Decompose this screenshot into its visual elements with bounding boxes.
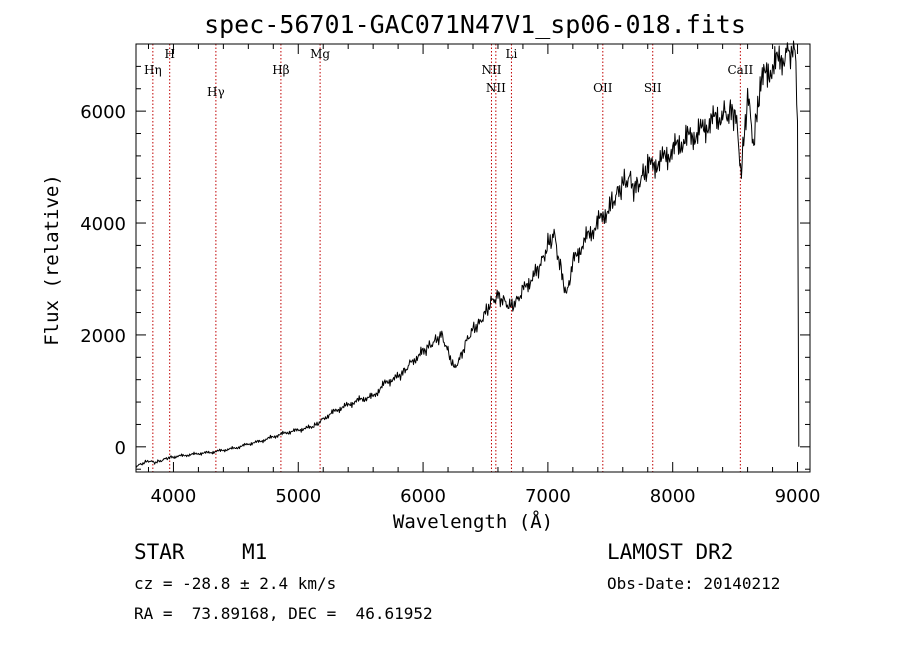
y-tick-label: 2000	[80, 326, 126, 347]
x-tick-label: 4000	[151, 486, 197, 507]
ra-dec-coordinates: RA = 73.89168, DEC = 46.61952	[134, 604, 433, 623]
x-tick-label: 9000	[775, 486, 821, 507]
plot-frame	[135, 43, 811, 473]
object-subclass: M1	[242, 540, 268, 564]
x-tick-label: 5000	[275, 486, 321, 507]
x-axis-label: Wavelength (Å)	[393, 510, 553, 533]
spectral-line-label: NII	[486, 81, 506, 95]
spectral-line-label: SII	[644, 81, 662, 95]
spectral-line-label: CaII	[727, 63, 753, 77]
spectral-line-label: Hη	[144, 63, 162, 77]
spectrum-layer	[135, 40, 800, 469]
spectral-line-label: Li	[506, 47, 518, 61]
spectral-line-label: NII	[481, 63, 501, 77]
redshift-cz: cz = -28.8 ± 2.4 km/s	[134, 574, 337, 593]
spectral-line-label: OII	[593, 81, 613, 95]
spectral-line-label: Mg	[310, 47, 330, 61]
y-tick-label: 4000	[80, 214, 126, 235]
y-tick-label: 0	[115, 438, 126, 459]
spectrum-line	[135, 40, 800, 469]
spectral-line-markers: HηH Hγ Hβ Mg NII NII Li OII SII CaII	[144, 44, 754, 472]
survey-name: LAMOST DR2	[607, 540, 734, 564]
x-tick-label: 7000	[525, 486, 571, 507]
x-tick-label: 6000	[400, 486, 446, 507]
spectral-line-label: Hβ	[272, 63, 289, 77]
chart-title: spec-56701-GAC071N47V1_sp06-018.fits	[204, 10, 746, 39]
spectral-line-label: Hγ	[207, 85, 225, 99]
observation-date: Obs-Date: 20140212	[607, 574, 781, 593]
y-axis-label: Flux (relative)	[41, 174, 63, 346]
y-tick-label: 6000	[80, 102, 126, 123]
axis-ticks: 4000 5000 6000 7000 8000 9000 0 2000 4000 6000	[80, 44, 820, 507]
object-class: STAR	[134, 540, 185, 564]
x-tick-label: 8000	[650, 486, 696, 507]
spectral-line-label: H	[164, 47, 174, 61]
